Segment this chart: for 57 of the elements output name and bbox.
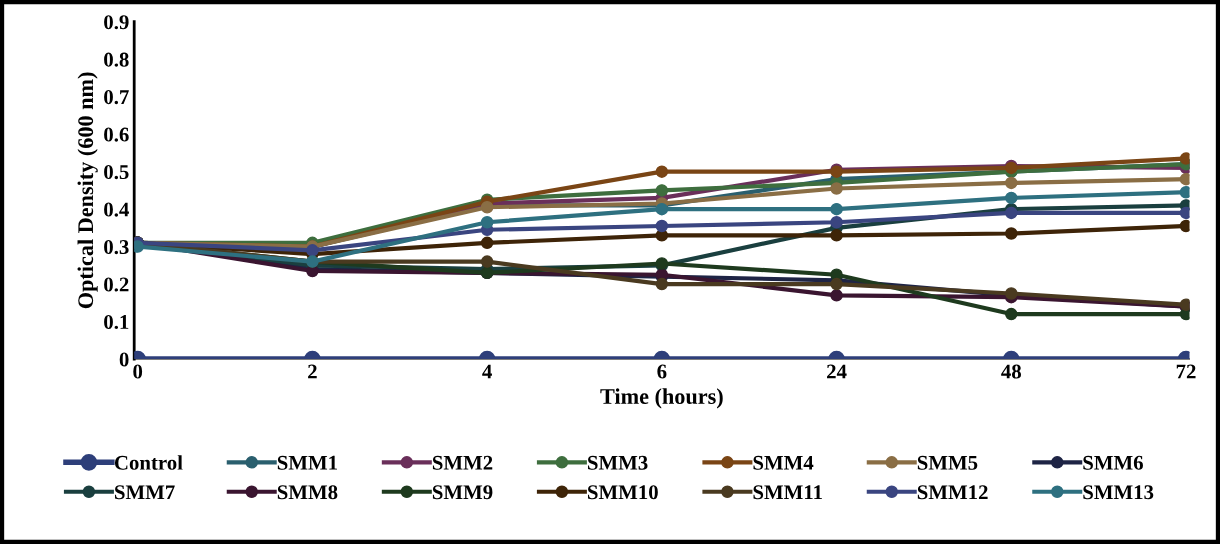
point bbox=[830, 289, 843, 302]
point bbox=[1179, 186, 1190, 199]
y-tick-label: 0.8 bbox=[104, 52, 129, 67]
point bbox=[655, 202, 669, 216]
y-tick-label: 0.4 bbox=[104, 202, 129, 217]
point bbox=[830, 229, 843, 242]
point bbox=[1005, 307, 1018, 321]
legend-label: SMM13 bbox=[1083, 485, 1154, 500]
y-tick-label: 0.7 bbox=[104, 90, 129, 105]
point bbox=[830, 277, 843, 291]
point bbox=[655, 184, 669, 197]
y-tick-label: 0.6 bbox=[104, 127, 129, 142]
point bbox=[655, 277, 669, 291]
legend-label: SMM7 bbox=[115, 485, 175, 500]
x-tick-label: 4 bbox=[482, 364, 492, 379]
x-axis-title: Time (hours) bbox=[600, 388, 723, 409]
x-tick-label: 2 bbox=[308, 364, 317, 379]
legend-label: SMM1 bbox=[277, 455, 337, 470]
legend-label: Control bbox=[114, 455, 183, 470]
y-tick-label: 0.5 bbox=[104, 165, 129, 180]
point bbox=[1179, 172, 1190, 186]
x-tick-label: 6 bbox=[657, 364, 667, 379]
point bbox=[1005, 227, 1018, 240]
legend-label: SMM9 bbox=[432, 485, 493, 500]
point bbox=[830, 216, 843, 229]
legend-label: SMM3 bbox=[588, 455, 648, 470]
point bbox=[306, 244, 319, 257]
point bbox=[830, 182, 843, 195]
point bbox=[480, 216, 494, 229]
point bbox=[655, 165, 669, 178]
point bbox=[1179, 219, 1190, 233]
point bbox=[830, 202, 843, 216]
y-tick-label: 0.1 bbox=[104, 314, 129, 330]
x-tick-label: 72 bbox=[1176, 364, 1196, 379]
y-axis-title: Optical Density (600 nm) bbox=[77, 72, 98, 309]
legend-label: SMM5 bbox=[917, 455, 978, 470]
point bbox=[1179, 152, 1190, 165]
legend-label: SMM4 bbox=[753, 455, 814, 470]
point bbox=[1005, 176, 1018, 190]
x-tick-label: 48 bbox=[1001, 364, 1022, 379]
point bbox=[1005, 206, 1018, 220]
x-tick-label: 24 bbox=[827, 364, 847, 379]
y-tick-label: 0.3 bbox=[104, 239, 129, 255]
point bbox=[655, 219, 669, 233]
legend-label: SMM8 bbox=[277, 485, 338, 500]
legend-label: SMM12 bbox=[917, 485, 988, 500]
y-tick-label: 0.9 bbox=[104, 15, 129, 30]
point bbox=[1005, 191, 1018, 205]
point bbox=[1179, 206, 1190, 220]
x-tick-label: 0 bbox=[133, 364, 143, 379]
y-tick-label: 0.2 bbox=[104, 277, 129, 292]
y-tick-label: 0 bbox=[119, 352, 129, 367]
legend-label: SMM2 bbox=[432, 455, 493, 470]
point bbox=[480, 236, 494, 250]
legend-label: SMM11 bbox=[753, 485, 822, 500]
legend-label: SMM10 bbox=[588, 485, 658, 500]
legend-label: SMM6 bbox=[1083, 455, 1143, 470]
